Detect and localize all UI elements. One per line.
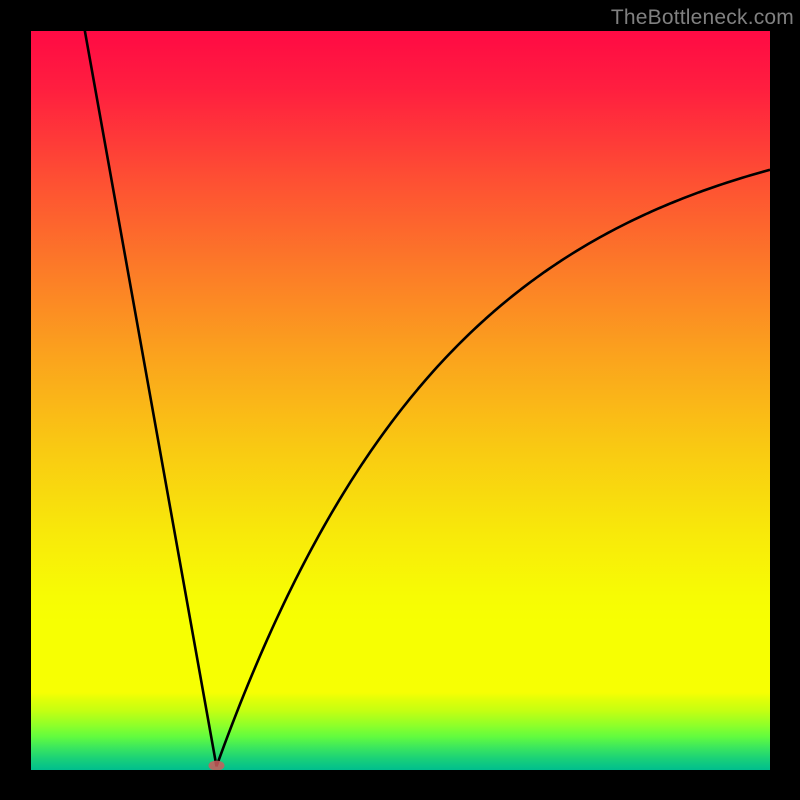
minimum-marker <box>208 761 224 770</box>
plot-area <box>31 31 770 770</box>
bottleneck-curve <box>72 31 770 766</box>
curve-layer <box>31 31 770 770</box>
watermark-text: TheBottleneck.com <box>611 6 794 30</box>
chart-outer: TheBottleneck.com <box>0 0 800 800</box>
